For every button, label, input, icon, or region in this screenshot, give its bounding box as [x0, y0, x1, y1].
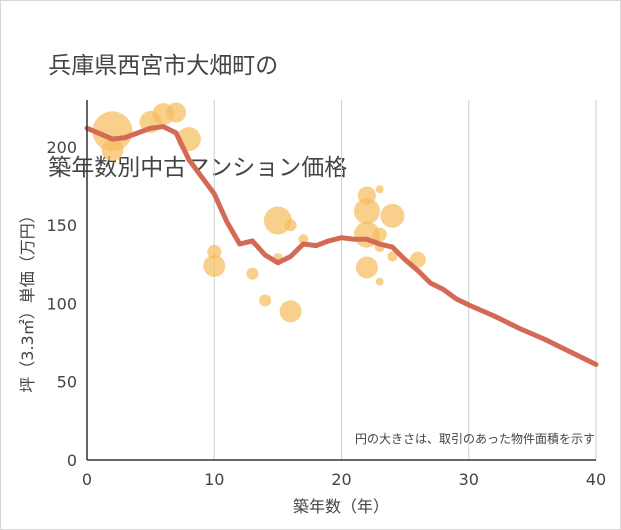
bubble-point-22 — [375, 277, 384, 286]
bubble-size-note: 円の大きさは、取引のあった物件面積を示す — [355, 431, 595, 446]
bubble-point-6 — [207, 244, 222, 259]
x-tick-label-3: 30 — [459, 470, 479, 489]
bubble-point-10 — [263, 206, 292, 235]
y-tick-label-3: 150 — [46, 216, 77, 235]
bubble-point-18 — [355, 256, 378, 279]
bubble-layer — [92, 102, 426, 323]
bubble-point-0 — [92, 111, 133, 152]
trend-layer — [84, 124, 599, 367]
bubble-point-16 — [353, 198, 380, 225]
bubble-point-9 — [259, 294, 272, 307]
x-tick-label-0: 0 — [82, 470, 92, 489]
chart-title-line-1: 兵庫県西宮市大畑町の — [48, 53, 279, 79]
grid-lines — [213, 100, 597, 460]
x-tick-label-2: 20 — [331, 470, 351, 489]
x-tick-label-4: 40 — [586, 470, 606, 489]
bubble-point-20 — [372, 227, 387, 242]
y-tick-label-4: 200 — [46, 138, 77, 157]
x-tick-label-1: 10 — [204, 470, 224, 489]
bubble-point-23 — [380, 203, 405, 228]
y-tick-label-0: 0 — [67, 451, 77, 470]
bubble-point-12 — [284, 219, 297, 232]
bubble-point-1 — [101, 139, 124, 162]
bubble-point-13 — [279, 300, 302, 323]
y-tick-label-1: 50 — [57, 373, 77, 392]
y-tick-label-2: 100 — [46, 294, 77, 313]
x-axis-label: 築年数（年） — [293, 497, 389, 516]
bubble-point-25 — [409, 251, 426, 268]
bubble-point-4 — [166, 102, 187, 123]
axes — [86, 100, 596, 461]
tick-labels: 0 10 20 30 40 0 50 100 150 200 — [46, 138, 606, 489]
trend-line — [84, 124, 599, 367]
bubble-point-19 — [375, 185, 384, 194]
bubble-point-8 — [246, 267, 259, 280]
y-axis-label: 坪（3.3㎡）単価（万円） — [18, 207, 37, 392]
bubble-point-7 — [203, 254, 226, 277]
bubble-point-24 — [387, 251, 398, 262]
